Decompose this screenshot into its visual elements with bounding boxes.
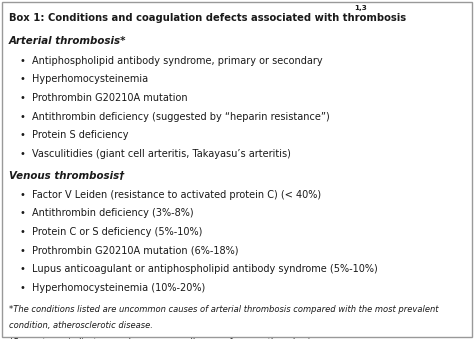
Text: •: • [20, 208, 26, 218]
Text: •: • [20, 93, 26, 103]
FancyBboxPatch shape [2, 2, 472, 337]
Text: Arterial thrombosis*: Arterial thrombosis* [9, 36, 126, 46]
Text: •: • [20, 130, 26, 140]
Text: Protein C or S deficiency (5%-10%): Protein C or S deficiency (5%-10%) [32, 227, 202, 237]
Text: Hyperhomocysteinemia: Hyperhomocysteinemia [32, 74, 148, 84]
Text: •: • [20, 190, 26, 200]
Text: •: • [20, 227, 26, 237]
Text: •: • [20, 74, 26, 84]
Text: *The conditions listed are uncommon causes of arterial thrombosis compared with : *The conditions listed are uncommon caus… [9, 305, 438, 314]
Text: Lupus anticoagulant or antiphospholipid antibody syndrome (5%-10%): Lupus anticoagulant or antiphospholipid … [32, 264, 378, 274]
Text: •: • [20, 264, 26, 274]
Text: Prothrombin G20210A mutation (6%-18%): Prothrombin G20210A mutation (6%-18%) [32, 246, 239, 256]
Text: •: • [20, 283, 26, 293]
Text: Prothrombin G20210A mutation: Prothrombin G20210A mutation [32, 93, 188, 103]
Text: Protein S deficiency: Protein S deficiency [32, 130, 129, 140]
Text: Box 1: Conditions and coagulation defects associated with thrombosis: Box 1: Conditions and coagulation defect… [9, 13, 406, 23]
Text: condition, atherosclerotic disease.: condition, atherosclerotic disease. [9, 321, 153, 331]
Text: 1,3: 1,3 [355, 5, 367, 12]
Text: •: • [20, 56, 26, 65]
Text: Antithrombin deficiency (3%-8%): Antithrombin deficiency (3%-8%) [32, 208, 194, 218]
Text: Vasculitidies (giant cell arteritis, Takayasu’s arteritis): Vasculitidies (giant cell arteritis, Tak… [32, 149, 291, 159]
Text: Antiphospholipid antibody syndrome, primary or secondary: Antiphospholipid antibody syndrome, prim… [32, 56, 323, 65]
Text: †Percentages indicate prevalence among all cases of venous thrombosis.: †Percentages indicate prevalence among a… [9, 338, 316, 339]
Text: •: • [20, 149, 26, 159]
Text: Factor V Leiden (resistance to activated protein C) (< 40%): Factor V Leiden (resistance to activated… [32, 190, 321, 200]
Text: Venous thrombosis†: Venous thrombosis† [9, 170, 124, 180]
Text: •: • [20, 246, 26, 256]
Text: •: • [20, 112, 26, 121]
Text: Antithrombin deficiency (suggested by “heparin resistance”): Antithrombin deficiency (suggested by “h… [32, 112, 330, 121]
Text: Hyperhomocysteinemia (10%-20%): Hyperhomocysteinemia (10%-20%) [32, 283, 206, 293]
